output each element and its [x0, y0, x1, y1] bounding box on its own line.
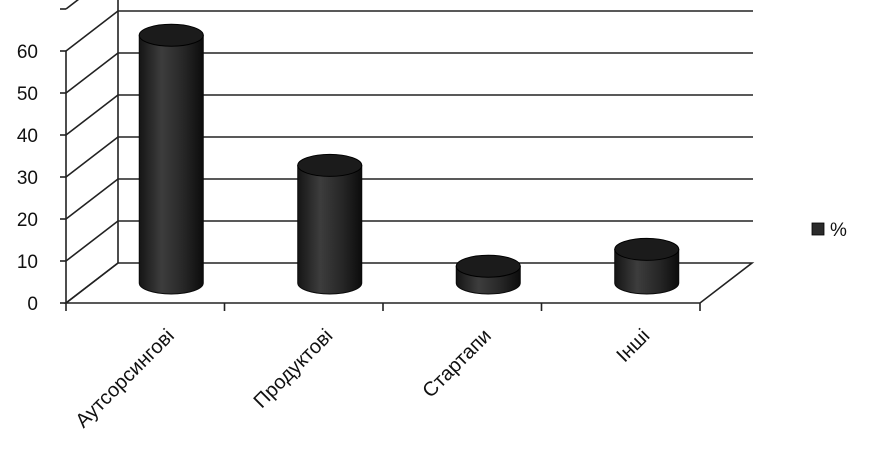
y-tick-label: 30	[17, 168, 38, 189]
side-wall-gridline	[65, 10, 119, 52]
bar-body	[138, 34, 204, 295]
bars	[138, 23, 680, 295]
bar-top	[455, 254, 521, 278]
x-axis: Аутсорсингові Продуктові Стартапи Інші	[65, 303, 701, 432]
y-tick-label: 10	[17, 252, 38, 273]
y-tick-label: 40	[17, 126, 38, 147]
bar	[455, 254, 521, 295]
side-wall-gridline	[65, 94, 119, 136]
bar-top	[138, 23, 204, 47]
y-tick-label: 60	[17, 42, 38, 63]
side-wall-gridline	[65, 178, 119, 220]
side-wall-gridline	[65, 52, 119, 94]
legend-label: %	[830, 220, 847, 241]
legend: %	[811, 220, 847, 241]
x-tick-label: Інші	[612, 325, 654, 367]
side-wall-gridline	[65, 220, 119, 262]
x-tick-label: Аутсорсингові	[71, 325, 178, 432]
bar-body	[297, 164, 363, 295]
bar	[614, 237, 680, 295]
side-wall-gridline	[65, 262, 119, 304]
bar-top	[614, 237, 680, 261]
bar-top	[297, 153, 363, 177]
x-tick-label: Продуктові	[250, 325, 338, 413]
side-wall-gridline	[65, 136, 119, 178]
side-wall-gridline	[65, 0, 80, 10]
y-tick-label: 50	[17, 84, 38, 105]
gridlines	[65, 0, 753, 304]
y-tick-label: 0	[27, 294, 38, 315]
y-tick-label: 20	[17, 210, 38, 231]
y-axis: 0 10 20 30 40 50 60	[17, 8, 67, 315]
bar	[297, 153, 363, 295]
bar	[138, 23, 204, 295]
x-tick-label: Стартапи	[419, 325, 496, 402]
legend-swatch	[811, 222, 825, 236]
bar-body	[614, 248, 680, 295]
